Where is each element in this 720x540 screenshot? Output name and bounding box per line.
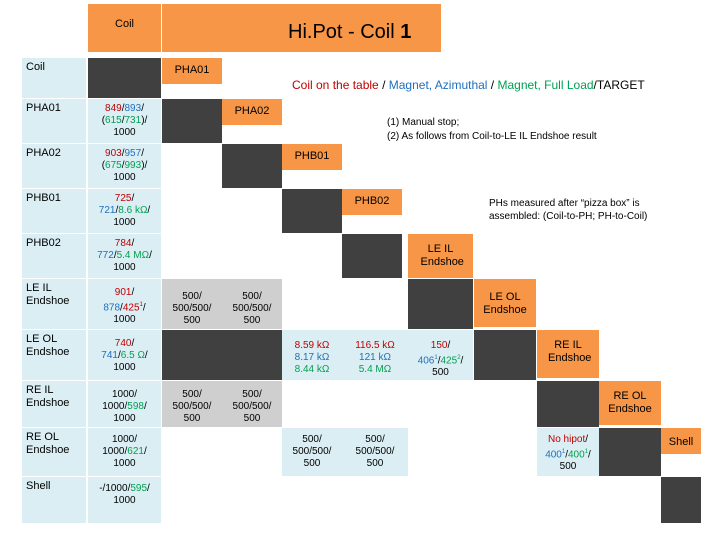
cell-re-ol-le-il: 500/500/500/500 [282, 428, 342, 476]
row-label-phb02: PHB02 [22, 234, 86, 278]
cell-coil-le-ol: 740/ 741/6.5 Ω/ 1000 [88, 330, 161, 380]
dark-cell-le-il-2 [162, 330, 282, 380]
legend-target: TARGET [596, 78, 645, 92]
dark-cell-shell [661, 477, 701, 523]
legend-magnet-full-load: Magnet, Full Load [497, 78, 594, 92]
page-title: Hi.Pot - Coil 1 [288, 21, 412, 43]
dark-cell-pha01 [162, 99, 222, 143]
dark-cell-le-ol [474, 330, 536, 380]
dark-cell-pha02 [222, 144, 282, 188]
row-label-le-il-endshoe: LE IL Endshoe [22, 279, 86, 329]
note-follows-from: (2) As follows from Coil-to-LE IL Endsho… [387, 131, 597, 142]
row-label-pha01: PHA01 [22, 99, 86, 143]
cell-coil-le-il: 901/ 878/4251/ 1000 [88, 279, 161, 329]
cell-coil-shell: -/1000/595/ 1000 [88, 477, 161, 523]
row-label-phb01: PHB01 [22, 189, 86, 233]
cell-coil-re-il: 1000/ 1000/598/ 1000 [88, 381, 161, 427]
diag-label-phb02: PHB02 [342, 189, 402, 215]
cell-le-ol-le-ol: 116.5 kΩ 121 kΩ 5.4 MΩ [342, 330, 408, 380]
cell-coil-re-ol: 1000/ 1000/621/ 1000 [88, 428, 161, 476]
corner-label-text: Coil [115, 18, 134, 30]
row-label-re-ol-endshoe: RE OL Endshoe [22, 428, 86, 476]
cell-re-ol-re-il: No hipot/ 4001/4001/ 500 [537, 428, 599, 476]
diag-label-pha02: PHA02 [222, 99, 282, 125]
row-label-re-il-endshoe: RE IL Endshoe [22, 381, 86, 427]
cell-coil-phb02: 784/ 772/5.4 MΩ/ 1000 [88, 234, 161, 278]
diag-label-le-il-endshoe: LE IL Endshoe [408, 234, 473, 278]
legend-coil-on-table: Coil on the table [292, 78, 379, 92]
cell-le-il-pha: 500/500/500/500 [162, 279, 222, 329]
dark-cell-re-ol [599, 428, 661, 476]
note-pizza-box: PHs measured after “pizza box” is [489, 198, 640, 209]
row-label-shell: Shell [22, 477, 86, 523]
cell-le-ol-re-il: 150/ 4061/4252/ 500 [408, 330, 473, 380]
note-manual-stop: (1) Manual stop; [387, 117, 460, 128]
diag-label-shell: Shell [661, 428, 701, 454]
diag-label-re-ol-endshoe: RE OL Endshoe [599, 381, 661, 425]
dark-cell-le-il [408, 279, 473, 329]
row-label-coil: Coil [22, 58, 86, 98]
legend-magnet-azimuthal: Magnet, Azimuthal [388, 78, 488, 92]
note-assembled: assembled: (Coil-to-PH; PH-to-Coil) [489, 211, 648, 222]
diag-label-le-ol-endshoe: LE OL Endshoe [474, 279, 536, 327]
cell-coil-pha02: 903/957/ (675/993)/ 1000 [88, 144, 161, 188]
cell-le-ol-le-il: 8.59 kΩ 8.17 kΩ 8.44 kΩ [282, 330, 342, 380]
cell-re-il-phb: 500/500/500/500 [222, 381, 282, 427]
dark-cell-re-il [537, 381, 599, 427]
coil-coil-cell [88, 58, 161, 98]
cell-re-ol-le-ol: 500/500/500/500 [342, 428, 408, 476]
diag-label-pha01: PHA01 [162, 58, 222, 84]
dark-cell-phb01 [282, 189, 342, 233]
legend: Coil on the table / Magnet, Azimuthal / … [292, 78, 645, 92]
diag-label-re-il-endshoe: RE IL Endshoe [537, 330, 599, 378]
cell-le-il-phb: 500/500/500/500 [222, 279, 282, 329]
corner-coil-label: Coil [88, 4, 161, 52]
title-box: Hi.Pot - Coil 1 [162, 4, 441, 52]
cell-coil-phb01: 725/ 721/8.6 kΩ/ 1000 [88, 189, 161, 233]
diag-label-phb01: PHB01 [282, 144, 342, 170]
cell-re-il-pha: 500/500/500/500 [162, 381, 222, 427]
row-label-pha02: PHA02 [22, 144, 86, 188]
dark-cell-phb02 [342, 234, 402, 278]
row-label-le-ol-endshoe: LE OL Endshoe [22, 330, 86, 380]
cell-coil-pha01: 849/893/ (615/731)/ 1000 [88, 99, 161, 143]
